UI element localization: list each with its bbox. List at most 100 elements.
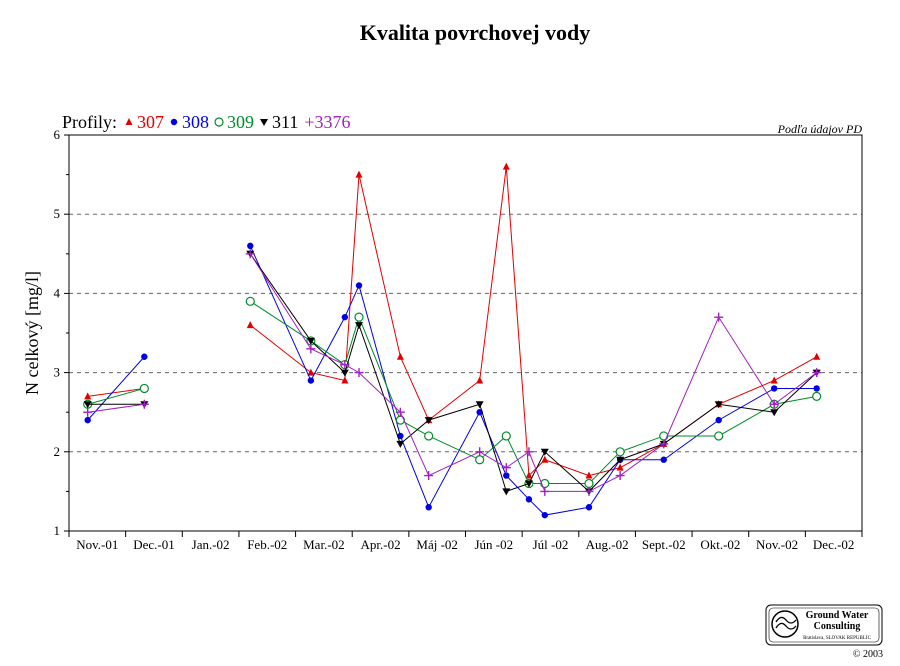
data-point	[502, 488, 511, 496]
data-point	[307, 368, 315, 376]
data-point	[501, 431, 511, 441]
data-point	[424, 471, 434, 481]
y-tick-label: 2	[54, 444, 61, 459]
data-point	[396, 440, 405, 448]
data-point	[307, 377, 315, 384]
data-point	[84, 416, 91, 424]
data-point	[396, 352, 404, 360]
data-point	[341, 376, 349, 384]
data-point	[425, 504, 432, 511]
data-point	[355, 322, 364, 330]
data-point	[141, 353, 148, 360]
x-tick-label: Nov.-01	[76, 537, 118, 552]
plot-frame	[68, 134, 863, 532]
series-307	[84, 162, 821, 479]
data-point	[714, 401, 723, 409]
logo-inner-frame	[768, 607, 880, 643]
data-point	[475, 455, 485, 465]
y-tick-label: 5	[54, 206, 61, 221]
data-point	[84, 392, 92, 400]
data-point	[139, 399, 149, 409]
logo-emblem	[771, 610, 799, 638]
legend-prefix: Profily:	[62, 112, 117, 132]
series-line	[87, 387, 145, 397]
data-point	[615, 447, 625, 457]
data-point	[83, 407, 93, 417]
data-point	[812, 391, 822, 401]
data-point	[501, 463, 511, 473]
data-point	[525, 496, 533, 503]
legend: Profily: 307 308 309 311 +3376	[62, 112, 351, 132]
x-tick-label: Apr.-02	[360, 537, 400, 552]
x-tick-label: Sept.-02	[642, 537, 686, 552]
series-309	[83, 296, 822, 489]
legend-item-3376: +3376	[304, 112, 350, 132]
data-point	[584, 478, 594, 489]
data-point	[424, 417, 433, 425]
data-point	[525, 471, 533, 479]
data-point	[813, 385, 820, 392]
y-axis: 1 2 3 4 5 6	[54, 127, 69, 538]
data-point	[395, 407, 405, 417]
data-point	[125, 118, 133, 125]
x-tick-label: Júl -02	[533, 537, 569, 552]
data-point	[83, 401, 92, 409]
copyright: © 2003	[853, 649, 883, 660]
series-line	[249, 253, 818, 493]
series-line	[87, 387, 145, 405]
data-point	[585, 504, 593, 511]
data-point	[355, 282, 363, 289]
data-point	[615, 471, 625, 481]
data-point	[714, 431, 724, 441]
data-point	[139, 383, 149, 394]
data-point	[714, 312, 724, 322]
data-point	[524, 480, 533, 488]
data-point	[341, 313, 349, 321]
data-point	[616, 463, 624, 471]
x-tick-label: Dec.-01	[133, 537, 175, 552]
x-tick-label: Feb.-02	[247, 537, 287, 552]
series-308	[84, 242, 820, 519]
legend-item-309: 309	[227, 112, 254, 132]
data-point	[260, 119, 269, 126]
data-point	[540, 448, 549, 456]
data-point	[306, 344, 316, 354]
data-point	[340, 369, 349, 377]
series-line	[249, 253, 817, 492]
x-tick-label: Aug.-02	[586, 537, 629, 552]
series-line	[87, 356, 145, 421]
x-tick-label: Jan.-02	[192, 537, 230, 552]
data-point	[475, 401, 484, 409]
x-tick-label: Mar.-02	[303, 537, 345, 552]
data-point	[616, 456, 625, 464]
data-point	[354, 368, 364, 378]
data-point	[524, 447, 534, 457]
x-tick-label: Máj -02	[416, 537, 458, 552]
source-note: Podľa údajov PD	[777, 122, 863, 136]
data-point	[424, 431, 434, 441]
data-point	[770, 376, 778, 384]
data-point	[354, 312, 364, 322]
y-axis-label: N celkový [mg/l]	[22, 271, 42, 395]
data-point	[340, 360, 350, 370]
legend-item-311: 311	[272, 112, 298, 132]
data-point	[812, 368, 822, 378]
data-point	[246, 321, 254, 329]
data-point	[584, 486, 594, 496]
y-tick-label: 4	[54, 285, 61, 300]
data-point	[540, 486, 550, 496]
data-point	[397, 432, 404, 440]
data-point	[813, 352, 821, 360]
data-point	[770, 409, 779, 417]
data-point	[245, 249, 255, 259]
data-point	[659, 439, 669, 449]
series-layer	[83, 162, 822, 519]
x-tick-label: Dec.-02	[813, 537, 855, 552]
data-point	[247, 242, 254, 250]
series-line	[249, 166, 817, 477]
series-line	[249, 300, 817, 484]
data-point	[541, 511, 548, 519]
data-point	[306, 337, 315, 345]
data-point	[659, 431, 669, 441]
